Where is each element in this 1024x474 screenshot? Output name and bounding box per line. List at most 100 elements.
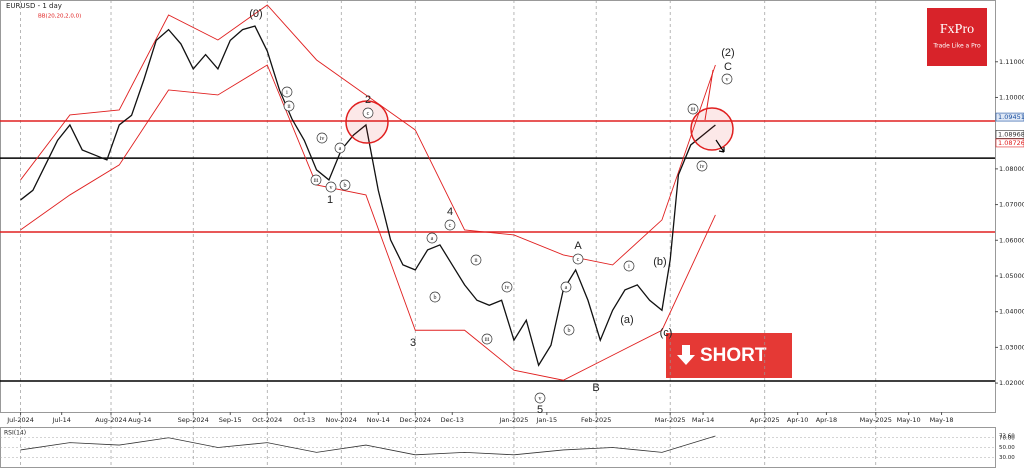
price-label: 1.08968 xyxy=(998,130,1024,138)
x-tick-label: Nov-14 xyxy=(367,416,390,424)
wave-label: iv xyxy=(320,136,325,142)
x-tick-label: Oct-2024 xyxy=(252,416,282,424)
wave-label: A xyxy=(574,240,582,252)
x-tick-label: Nov-2024 xyxy=(326,416,357,424)
x-tick-label: Sep-2024 xyxy=(178,416,209,424)
wave-circle xyxy=(334,142,346,154)
x-tick-label: Apr-10 xyxy=(787,416,808,424)
wave-label: c xyxy=(449,223,452,229)
y-tick-label: 1.07000 xyxy=(999,201,1024,209)
x-tick-label: Aug-2024 xyxy=(95,416,127,424)
logo-box xyxy=(927,8,987,66)
indicator-label: BB(20,20,2,0,0) xyxy=(38,14,81,20)
logo-tagline: Trade Like a Pro xyxy=(932,43,981,50)
x-tick-label: Mar-14 xyxy=(692,416,714,424)
x-tick-label: Dec-13 xyxy=(441,416,464,424)
x-tick-label: Apr-18 xyxy=(816,416,837,424)
projection-arrow xyxy=(704,69,714,121)
price-line xyxy=(20,25,716,367)
bollinger-lower xyxy=(20,64,716,381)
price-label: 1.08726 xyxy=(998,139,1024,147)
wave-circle xyxy=(339,179,351,191)
signal-badge: SHORT xyxy=(666,333,792,378)
x-tick-label: Oct-13 xyxy=(293,416,315,424)
wave-label: ii xyxy=(287,104,291,110)
rsi-tick-label: 50.00 xyxy=(999,445,1015,451)
wave-label: 1 xyxy=(327,194,333,206)
highlight-circle xyxy=(345,100,389,144)
wave-circle xyxy=(572,253,584,265)
wave-label: iv xyxy=(505,285,510,291)
wave-circle xyxy=(563,324,575,336)
wave-label: (c) xyxy=(660,327,673,339)
x-tick-label: Apr-2025 xyxy=(750,416,780,424)
x-tick-label: May-18 xyxy=(930,416,954,424)
y-tick-label: 1.02000 xyxy=(999,379,1024,387)
price-label-box xyxy=(995,112,1024,122)
y-tick-label: 1.10000 xyxy=(999,93,1024,101)
rsi-tick-label: 73.60 xyxy=(999,433,1015,439)
rsi-tick-label: 70.00 xyxy=(999,435,1015,441)
wave-label: (a) xyxy=(620,314,633,326)
bollinger-upper xyxy=(20,4,716,266)
chart-title: EURUSD - 1 day xyxy=(6,2,62,10)
highlight-circle xyxy=(690,107,734,151)
wave-circle xyxy=(534,392,546,404)
y-tick-label: 1.06000 xyxy=(999,236,1024,244)
wave-label: a xyxy=(431,236,434,242)
wave-circle xyxy=(316,132,328,144)
logo: FxPro Trade Like a Pro xyxy=(927,8,987,66)
wave-circle xyxy=(283,100,295,112)
y-tick-label: 1.11000 xyxy=(999,58,1024,66)
wave-circle xyxy=(696,160,708,172)
x-tick-label: Dec-2024 xyxy=(400,416,431,424)
wave-circle xyxy=(362,107,374,119)
wave-circle xyxy=(444,219,456,231)
wave-label: a xyxy=(339,146,342,152)
wave-label: iv xyxy=(700,164,705,170)
wave-label: v xyxy=(330,185,333,191)
logo-name: FxPro xyxy=(940,22,974,37)
wave-label: (b) xyxy=(653,256,666,268)
x-tick-label: Jan-15 xyxy=(536,416,558,424)
x-tick-label: May-10 xyxy=(897,416,921,424)
wave-circle xyxy=(325,181,337,193)
wave-label: b xyxy=(434,295,437,301)
x-tick-label: Feb-2025 xyxy=(581,416,611,424)
wave-label: b xyxy=(344,183,347,189)
x-tick-label: Jul-2024 xyxy=(6,416,34,424)
y-tick-label: 1.04000 xyxy=(999,308,1024,316)
wave-label: B xyxy=(592,382,599,394)
x-tick-label: Jan-2025 xyxy=(498,416,528,424)
down-arrow xyxy=(677,345,695,365)
wave-label: ii xyxy=(474,258,478,264)
y-tick-label: 1.05000 xyxy=(999,272,1024,280)
y-tick-label: 1.03000 xyxy=(999,343,1024,351)
wave-label: i xyxy=(286,90,288,96)
wave-label: v xyxy=(726,77,729,83)
wave-label: i xyxy=(628,264,630,270)
wave-circle xyxy=(310,174,322,186)
rsi-label: RSI(14) xyxy=(4,430,26,437)
wave-label: 3 xyxy=(410,337,416,349)
direction-arrow xyxy=(715,139,725,153)
wave-label: 5 xyxy=(537,404,543,416)
wave-label: iii xyxy=(690,107,695,113)
wave-circle xyxy=(501,281,513,293)
wave-circle xyxy=(560,281,572,293)
price-label-box xyxy=(995,138,1024,148)
wave-label: b xyxy=(568,328,571,334)
rsi-line xyxy=(20,435,716,456)
signal-text: SHORT xyxy=(700,345,767,366)
wave-label: 2 xyxy=(365,94,371,106)
wave-circle xyxy=(426,232,438,244)
wave-label: (0) xyxy=(249,8,262,20)
wave-label: (2) xyxy=(721,47,734,59)
wave-circle xyxy=(470,254,482,266)
x-tick-label: Sep-15 xyxy=(219,416,242,424)
wave-circle xyxy=(429,291,441,303)
x-tick-label: Mar-2025 xyxy=(655,416,686,424)
wave-label: c xyxy=(577,257,580,263)
